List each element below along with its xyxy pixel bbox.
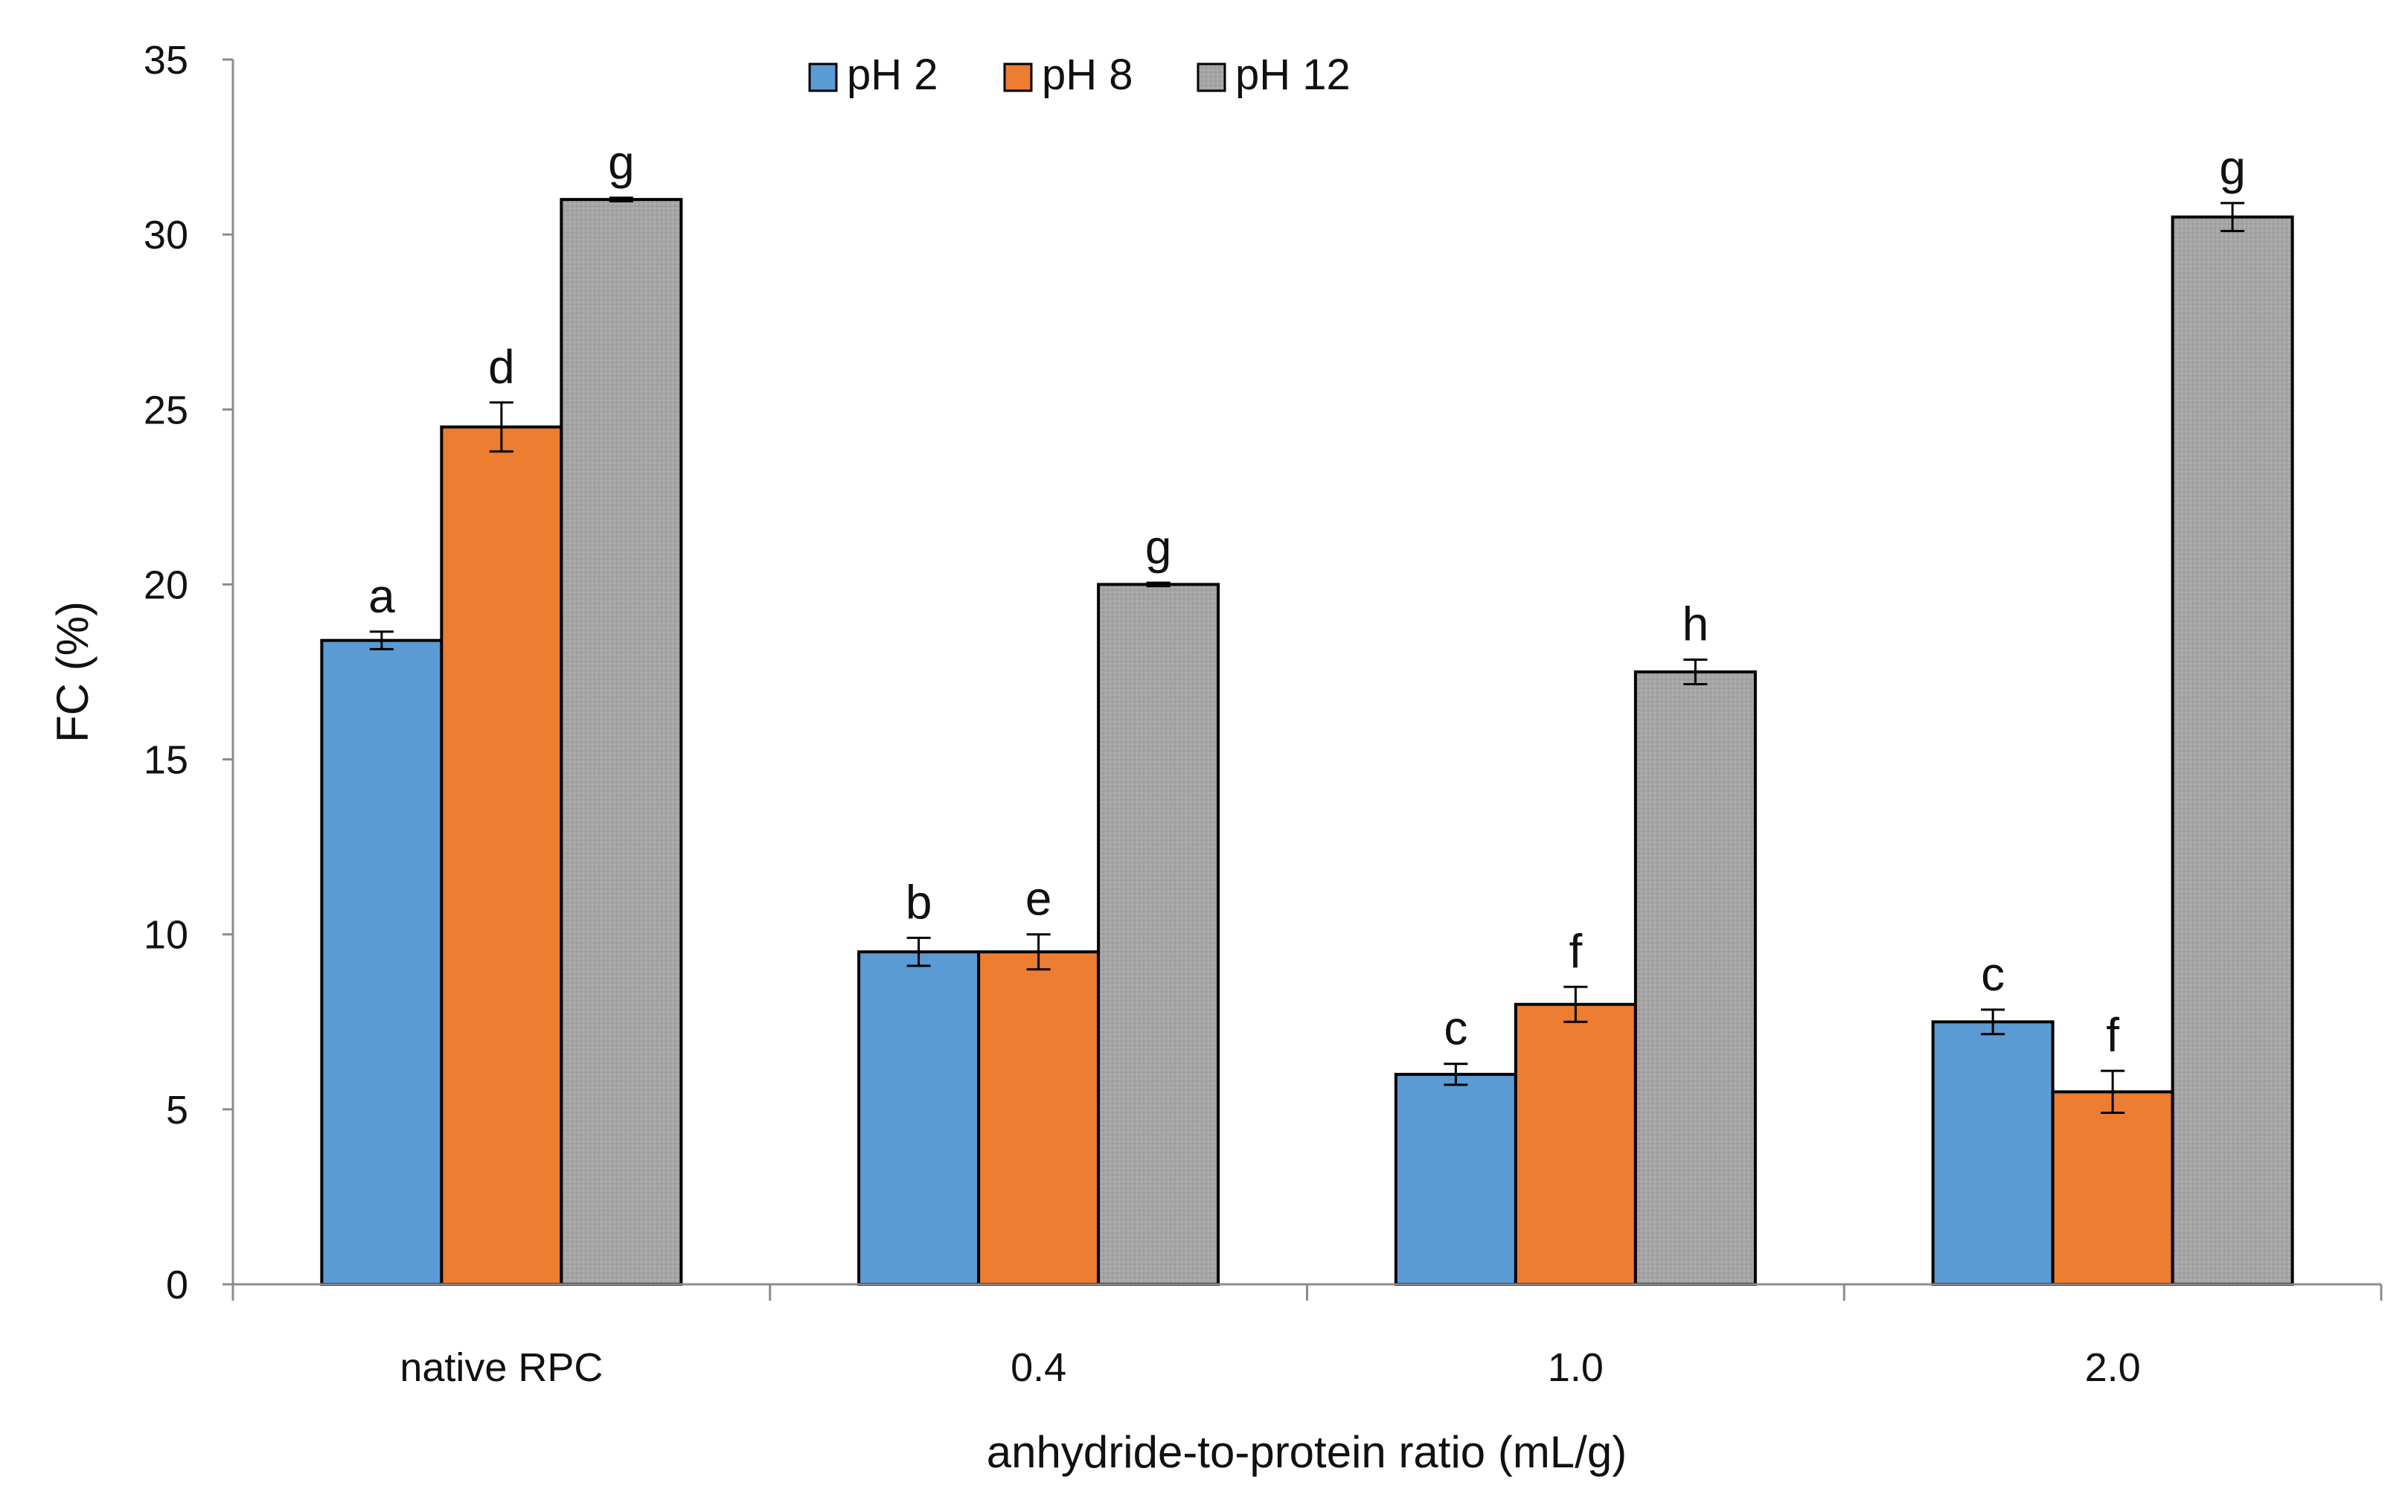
- x-axis-title: anhydride-to-protein ratio (mL/g): [987, 1427, 1627, 1477]
- significance-letter: g: [608, 135, 635, 189]
- y-tick-label: 0: [166, 1263, 188, 1307]
- bar: [1394, 1072, 1517, 1287]
- significance-letter: b: [906, 875, 932, 929]
- significance-letter: g: [2219, 141, 2246, 194]
- bar: [857, 950, 981, 1286]
- legend-swatch: [1197, 63, 1226, 92]
- legend-swatch: [1003, 63, 1033, 92]
- bar: [2051, 1090, 2174, 1287]
- y-tick-label: 20: [144, 563, 188, 607]
- legend: pH 2 pH 8 pH 12: [808, 51, 1351, 99]
- bar: [320, 638, 444, 1286]
- significance-letter: d: [488, 340, 515, 394]
- significance-letter: e: [1025, 872, 1052, 926]
- x-tick-label: 0.4: [1011, 1345, 1066, 1390]
- y-tick-label: 35: [144, 38, 188, 83]
- bar: [2171, 215, 2294, 1287]
- significance-letter: c: [1444, 1002, 1467, 1055]
- significance-letter: f: [1569, 924, 1582, 978]
- x-tick-label: 2.0: [2085, 1345, 2141, 1390]
- y-tick-label: 30: [144, 213, 188, 257]
- bar: [1931, 1020, 2055, 1287]
- y-axis-title: FC (%): [48, 601, 97, 743]
- x-tick-label: native RPC: [400, 1345, 603, 1390]
- y-tick-label: 5: [166, 1088, 188, 1133]
- legend-label: pH 12: [1235, 51, 1351, 99]
- y-tick-label: 10: [144, 913, 188, 958]
- significance-letter: g: [1145, 520, 1172, 574]
- legend-label: pH 8: [1042, 51, 1133, 99]
- bar: [1514, 1002, 1637, 1287]
- significance-letter: f: [2106, 1008, 2119, 1062]
- legend-label: pH 2: [847, 51, 938, 99]
- bar: [1097, 583, 1220, 1286]
- y-tick-label: 25: [144, 388, 188, 432]
- x-tick-label: 1.0: [1548, 1345, 1604, 1390]
- bar: [560, 198, 683, 1287]
- legend-swatch: [808, 63, 838, 92]
- significance-letter: a: [368, 569, 395, 623]
- bar: [1633, 670, 1757, 1286]
- significance-letter: h: [1682, 598, 1709, 651]
- bar: [977, 950, 1101, 1286]
- y-tick-label: 15: [144, 738, 188, 783]
- bar: [440, 425, 563, 1286]
- significance-letter: c: [1981, 947, 2005, 1001]
